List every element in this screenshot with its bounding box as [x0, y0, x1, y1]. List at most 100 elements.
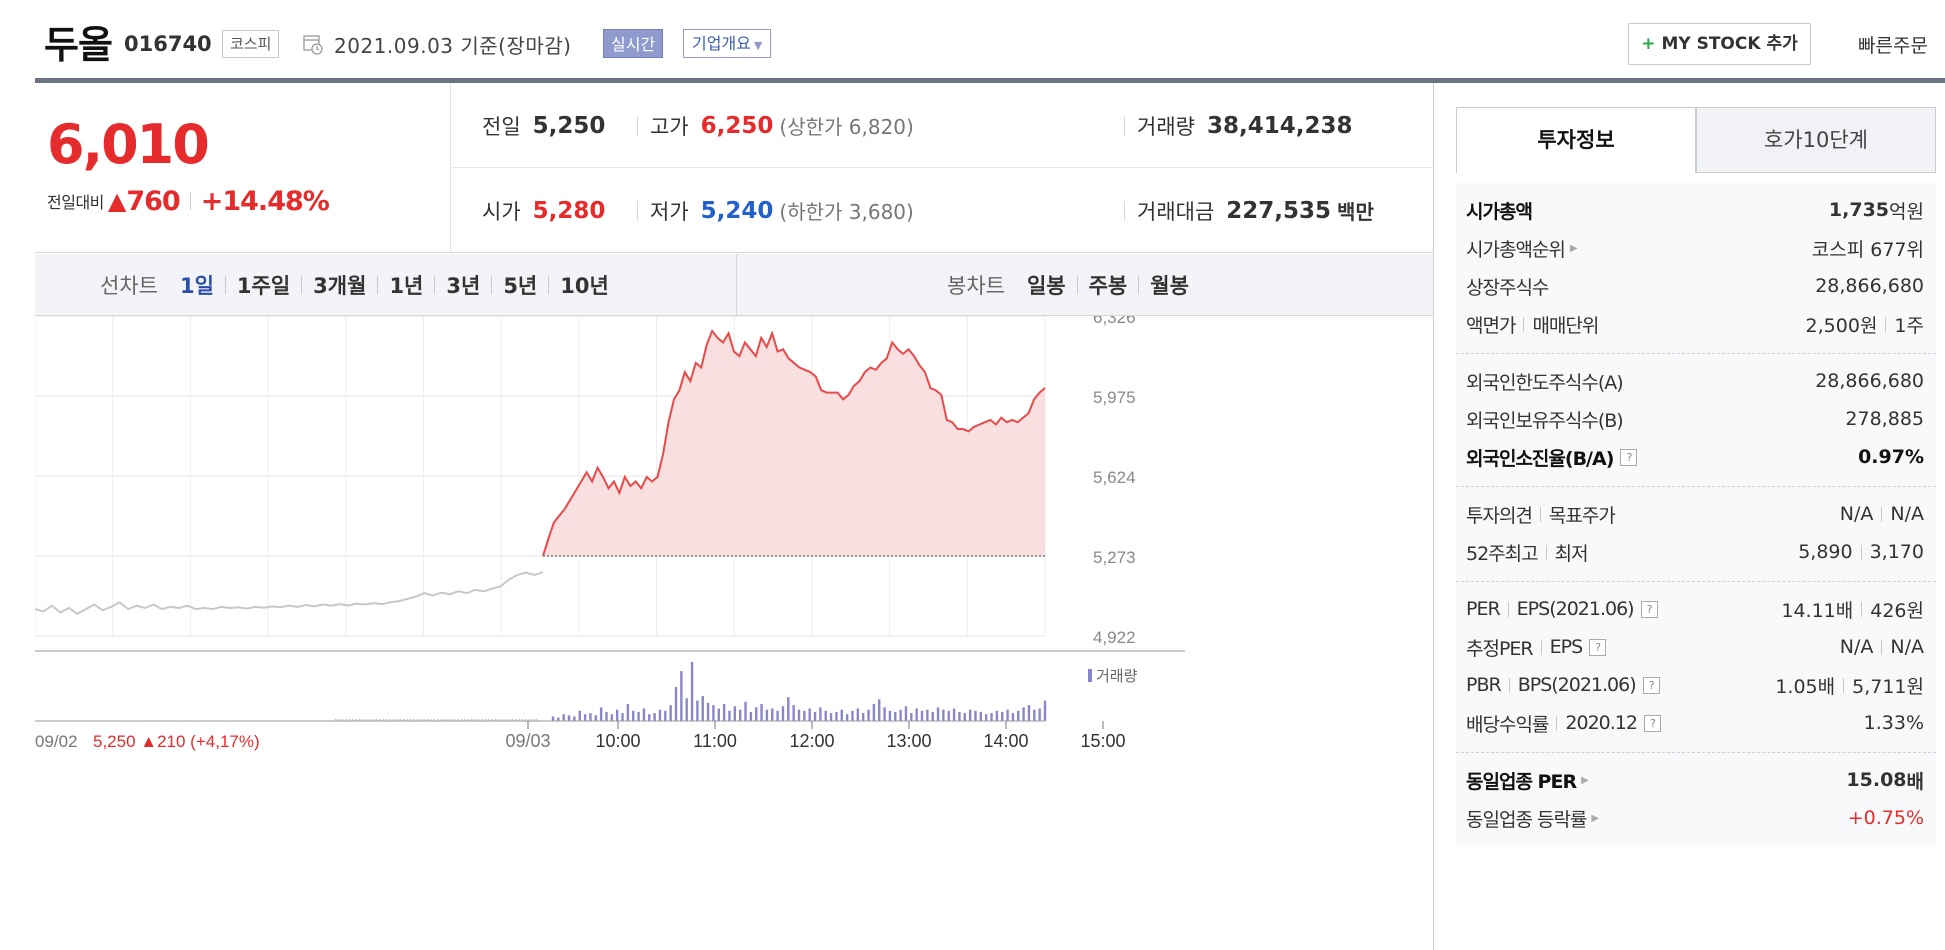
volume-bar [615, 709, 619, 721]
current-price-box: 6,010 전일대비 ▲ 760 +14.48% [35, 83, 451, 253]
divider [1860, 544, 1862, 560]
stat-high: 고가 6,250 (상한가 6,820) [637, 83, 914, 168]
dividend-label: 배당수익률 2020.12? [1466, 710, 1661, 737]
volume-bar-prev [464, 719, 466, 721]
help-icon[interactable]: ? [1640, 600, 1658, 618]
volume-bar [915, 708, 918, 721]
row-dividend: 배당수익률 2020.12? 1.33% [1456, 704, 1936, 742]
volume-bar [642, 708, 646, 721]
volume-bar [722, 703, 726, 721]
face-value-text: 액면가 [1466, 314, 1516, 337]
volume-bar [824, 710, 827, 721]
tab-candle-1[interactable]: 주봉 [1088, 274, 1128, 298]
tab-investment-info[interactable]: 투자정보 [1456, 107, 1696, 173]
base-date: 2021.09.03 기준(장마감) [334, 34, 572, 58]
volume-bar [589, 713, 592, 721]
volume-bar [610, 714, 614, 721]
volume-bar-prev [532, 719, 534, 721]
week52-label: 52주최고 최저 [1466, 539, 1589, 566]
volume-bar-prev [522, 719, 524, 721]
volume-bar-prev [474, 719, 476, 721]
divider [1507, 601, 1509, 617]
header-divider [35, 78, 1945, 83]
quick-order-link[interactable]: 빠른주문 [1858, 35, 1928, 57]
tab-line-range-2[interactable]: 3개월 [313, 274, 367, 298]
target-price-number: N/A [1890, 503, 1924, 525]
foreign-ratio-label: 외국인소진율(B/A)? [1466, 444, 1638, 471]
tab-line-range-3[interactable]: 1년 [389, 274, 424, 298]
volume-bar-prev [430, 719, 432, 721]
tab-line-range-1[interactable]: 1주일 [236, 274, 291, 298]
volume-bar [1038, 708, 1041, 721]
y-tick-label: 4,922 [1093, 628, 1136, 647]
market-cap-unit: 억원 [1889, 200, 1924, 223]
volume-bar [562, 714, 565, 721]
volume-bar [984, 714, 988, 721]
volume-bar-prev [484, 719, 487, 721]
my-stock-add-button[interactable]: + MY STOCK 추가 [1628, 23, 1811, 65]
per-number: 14.11배 [1781, 599, 1854, 622]
volume-bar-prev [457, 719, 459, 721]
volume-bar-prev [426, 719, 429, 721]
divider [1138, 276, 1140, 294]
sector-change-label[interactable]: 동일업종 등락률 ▶ [1466, 805, 1599, 832]
stat-prev-close: 전일 5,250 [482, 83, 605, 168]
listed-shares-label: 상장주식수 [1466, 276, 1549, 299]
volume-bar [706, 702, 710, 721]
info-block-opinion: 투자의견 목표주가 N/A N/A 52주최고 최저 5,890 3,170 [1456, 487, 1936, 582]
row-market-cap-rank: 시가총액순위 ▶ 코스피 677위 [1456, 229, 1936, 267]
line-chart-tabs: 선차트 1일 1주일 3개월 1년 3년 5년 10년 [35, 254, 737, 316]
volume-bar [648, 714, 651, 721]
volume-bar [567, 715, 571, 721]
change-label: 전일대비 [47, 193, 104, 212]
tab-line-range-4[interactable]: 3년 [446, 274, 481, 298]
volume-bar-prev [352, 719, 354, 721]
chart-tabs-bar: 선차트 1일 1주일 3개월 1년 3년 5년 10년 봉차트 일봉 주봉 월봉 [35, 254, 1433, 316]
per-text: PER [1466, 598, 1501, 620]
volume-bar [621, 713, 624, 721]
tab-candle-2[interactable]: 월봉 [1150, 274, 1189, 298]
volume-bar [803, 710, 806, 721]
opinion-label: 투자의견 목표주가 [1466, 501, 1616, 528]
volume-bar-prev [409, 719, 412, 721]
candle-chart-tabs: 봉차트 일봉 주봉 월봉 [737, 254, 1433, 316]
volume-bar [920, 710, 924, 721]
volume-bar [797, 709, 801, 721]
tab-line-range-0[interactable]: 1일 [179, 274, 214, 298]
sector-per-label[interactable]: 동일업종 PER ▶ [1466, 767, 1589, 794]
company-overview-dropdown[interactable]: 기업개요 ▼ [683, 29, 772, 58]
volume-bar [1011, 713, 1015, 721]
volume-bar-prev [437, 719, 439, 721]
volume-bar [776, 710, 779, 721]
tab-candle-0[interactable]: 일봉 [1026, 274, 1066, 298]
volume-bar [1022, 707, 1025, 721]
sector-per-text: 동일업종 PER [1466, 770, 1577, 793]
tab-line-range-5[interactable]: 5년 [503, 274, 538, 298]
volume-bar [701, 696, 704, 721]
divider [189, 192, 191, 210]
volume-bar-prev [443, 719, 446, 721]
help-icon[interactable]: ? [1642, 676, 1660, 694]
market-cap-rank-label[interactable]: 시가총액순위 ▶ [1466, 235, 1578, 262]
open-value: 5,280 [532, 197, 606, 224]
x-tick-label: 11:00 [693, 731, 737, 751]
x-tick-label: 13:00 [886, 731, 931, 751]
market-cap-rank-value: 코스피 677위 [1811, 238, 1924, 261]
volume-bar [968, 709, 972, 721]
volume-bar [813, 711, 817, 721]
realtime-button[interactable]: 실시간 [603, 29, 664, 58]
dividend-text: 배당수익률 [1466, 713, 1549, 736]
help-icon[interactable]: ? [1643, 714, 1661, 732]
volume-bar [856, 708, 860, 721]
volume-bar-prev [403, 719, 405, 721]
volume-bar-prev [494, 719, 497, 721]
tab-line-range-6[interactable]: 10년 [560, 274, 609, 298]
tab-order-book[interactable]: 호가10단계 [1696, 107, 1936, 173]
volume-label: 거래량 [1137, 114, 1195, 139]
help-icon[interactable]: ? [1620, 448, 1638, 466]
help-icon[interactable]: ? [1589, 638, 1607, 656]
volume-bar-prev [447, 719, 449, 721]
volume-bar-prev [498, 719, 500, 721]
volume-bar [792, 705, 795, 721]
volume-bar [551, 716, 555, 721]
